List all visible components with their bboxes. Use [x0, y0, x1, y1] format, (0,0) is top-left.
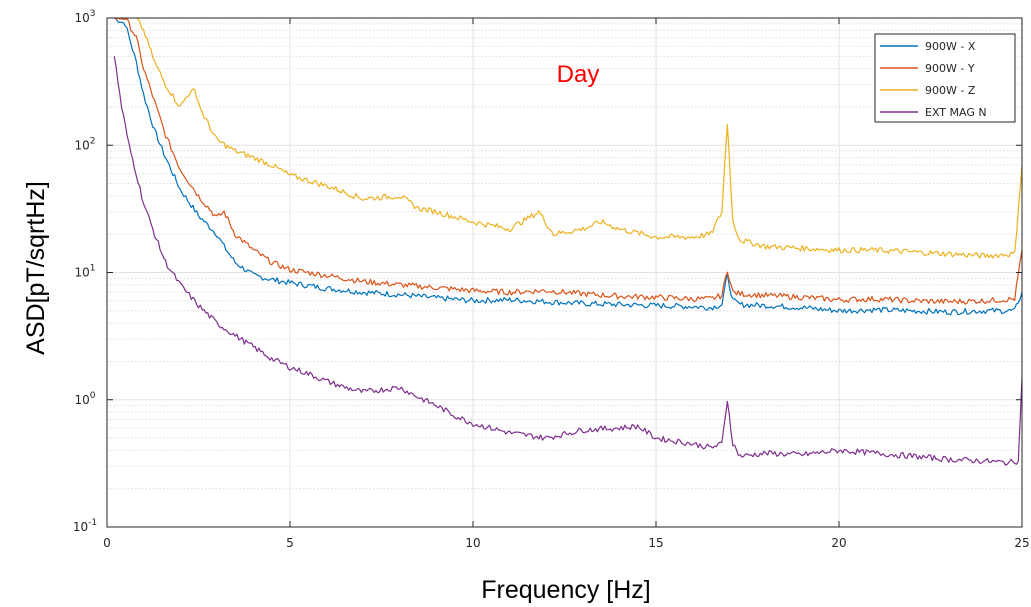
tick-marks	[106, 17, 1023, 528]
y-tick-label: 100	[74, 391, 95, 407]
y-tick-label: 10-1	[73, 518, 97, 534]
y-tick-label: 102	[74, 136, 95, 152]
x-tick-label: 25	[1014, 536, 1029, 550]
x-tick-label: 5	[286, 536, 294, 550]
series-line-0	[114, 17, 1023, 316]
y-axis-title: ASD[pT/sqrtHz]	[22, 181, 50, 355]
y-tick-label: 103	[74, 9, 95, 25]
y-tick-labels: 10-1 100 101 102 103	[73, 9, 97, 534]
series-lines	[113, 17, 1023, 466]
series-line-3	[113, 56, 1023, 466]
series-line-2	[135, 17, 1023, 259]
y-tick-label: 101	[74, 264, 95, 280]
x-tick-labels: 0 5 10 15 20 25	[103, 536, 1029, 550]
legend-label: 900W - Z	[925, 84, 976, 97]
legend-box	[874, 33, 1016, 123]
x-tick-label: 20	[831, 536, 846, 550]
legend: 900W - X 900W - Y 900W - Z EXT MAG N	[874, 33, 1016, 123]
x-axis-title: Frequency [Hz]	[481, 576, 651, 604]
day-annotation: Day	[557, 61, 600, 88]
series-line-1	[113, 17, 1023, 305]
x-tick-label: 15	[648, 536, 663, 550]
legend-label: 900W - X	[925, 40, 976, 53]
legend-label: EXT MAG N	[925, 106, 987, 119]
legend-label: 900W - Y	[925, 62, 975, 75]
x-tick-label: 0	[103, 536, 111, 550]
x-tick-label: 10	[465, 536, 480, 550]
